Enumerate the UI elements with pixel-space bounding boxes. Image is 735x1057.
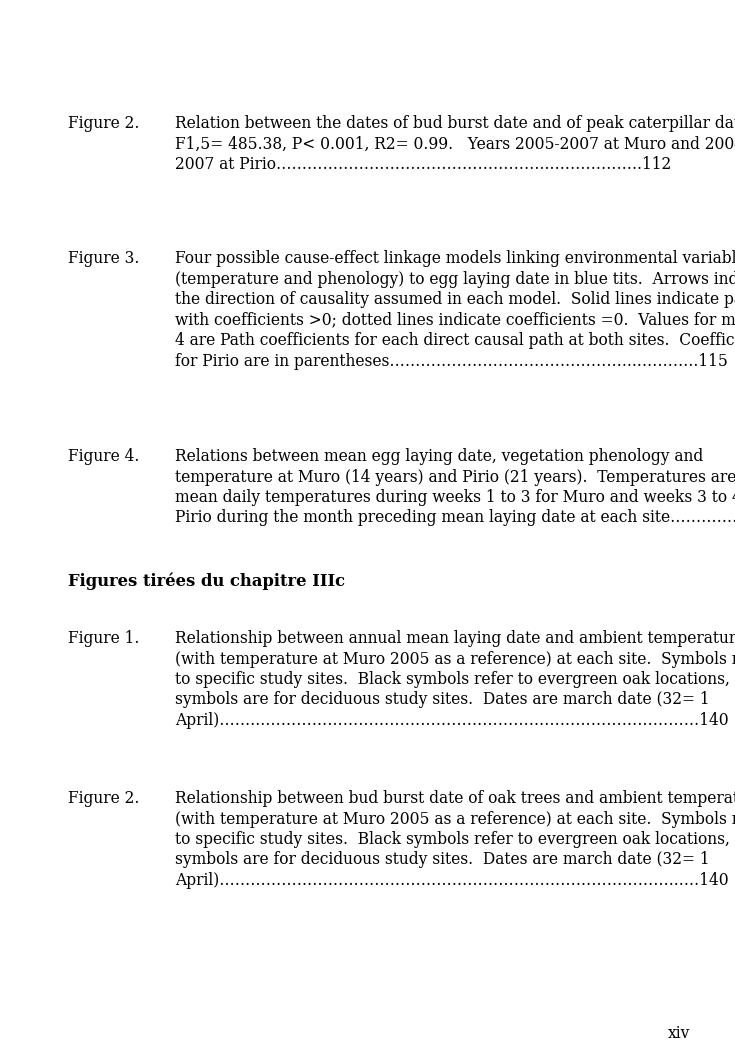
Text: (with temperature at Muro 2005 as a reference) at each site.  Symbols refer: (with temperature at Muro 2005 as a refe… xyxy=(175,811,735,828)
Text: 2007 at Pirio……………………………………………...……………..112: 2007 at Pirio……………………………………………...……………..… xyxy=(175,156,671,173)
Text: Figure 4.: Figure 4. xyxy=(68,448,140,465)
Text: to specific study sites.  Black symbols refer to evergreen oak locations, open: to specific study sites. Black symbols r… xyxy=(175,671,735,688)
Text: Pirio during the month preceding mean laying date at each site……………119: Pirio during the month preceding mean la… xyxy=(175,509,735,526)
Text: symbols are for deciduous study sites.  Dates are march date (32= 1: symbols are for deciduous study sites. D… xyxy=(175,691,709,708)
Text: Four possible cause-effect linkage models linking environmental variables: Four possible cause-effect linkage model… xyxy=(175,251,735,267)
Text: temperature at Muro (14 years) and Pirio (21 years).  Temperatures are: temperature at Muro (14 years) and Pirio… xyxy=(175,468,735,485)
Text: April)……………………………………………………………………………...…140: April)……………………………………………………………………………...…1… xyxy=(175,872,728,889)
Text: to specific study sites.  Black symbols refer to evergreen oak locations, open: to specific study sites. Black symbols r… xyxy=(175,831,735,848)
Text: symbols are for deciduous study sites.  Dates are march date (32= 1: symbols are for deciduous study sites. D… xyxy=(175,852,709,869)
Text: (temperature and phenology) to egg laying date in blue tits.  Arrows indicate: (temperature and phenology) to egg layin… xyxy=(175,271,735,288)
Text: Figure 1.: Figure 1. xyxy=(68,630,140,647)
Text: Figure 2.: Figure 2. xyxy=(68,115,140,132)
Text: Relation between the dates of bud burst date and of peak caterpillar date.: Relation between the dates of bud burst … xyxy=(175,115,735,132)
Text: April)……...…………………………………………………………………………140: April)……...…………………………………………………………………………1… xyxy=(175,712,728,729)
Text: xiv: xiv xyxy=(667,1025,690,1042)
Text: (with temperature at Muro 2005 as a reference) at each site.  Symbols refer: (with temperature at Muro 2005 as a refe… xyxy=(175,650,735,668)
Text: for Pirio are in parentheses………………………………………....………..115: for Pirio are in parentheses………………………………… xyxy=(175,352,728,370)
Text: the direction of causality assumed in each model.  Solid lines indicate paths: the direction of causality assumed in ea… xyxy=(175,291,735,308)
Text: Figures tirées du chapitre IIIc: Figures tirées du chapitre IIIc xyxy=(68,572,345,590)
Text: Relationship between annual mean laying date and ambient temperature: Relationship between annual mean laying … xyxy=(175,630,735,647)
Text: mean daily temperatures during weeks 1 to 3 for Muro and weeks 3 to 4 for: mean daily temperatures during weeks 1 t… xyxy=(175,489,735,506)
Text: 4 are Path coefficients for each direct causal path at both sites.  Coefficients: 4 are Path coefficients for each direct … xyxy=(175,332,735,349)
Text: F1,5= 485.38, P< 0.001, R2= 0.99.   Years 2005-2007 at Muro and 2004-: F1,5= 485.38, P< 0.001, R2= 0.99. Years … xyxy=(175,135,735,152)
Text: Figure 3.: Figure 3. xyxy=(68,251,140,267)
Text: Figure 2.: Figure 2. xyxy=(68,790,140,806)
Text: Relationship between bud burst date of oak trees and ambient temperature: Relationship between bud burst date of o… xyxy=(175,790,735,806)
Text: with coefficients >0; dotted lines indicate coefficients =0.  Values for model: with coefficients >0; dotted lines indic… xyxy=(175,312,735,329)
Text: Relations between mean egg laying date, vegetation phenology and: Relations between mean egg laying date, … xyxy=(175,448,703,465)
